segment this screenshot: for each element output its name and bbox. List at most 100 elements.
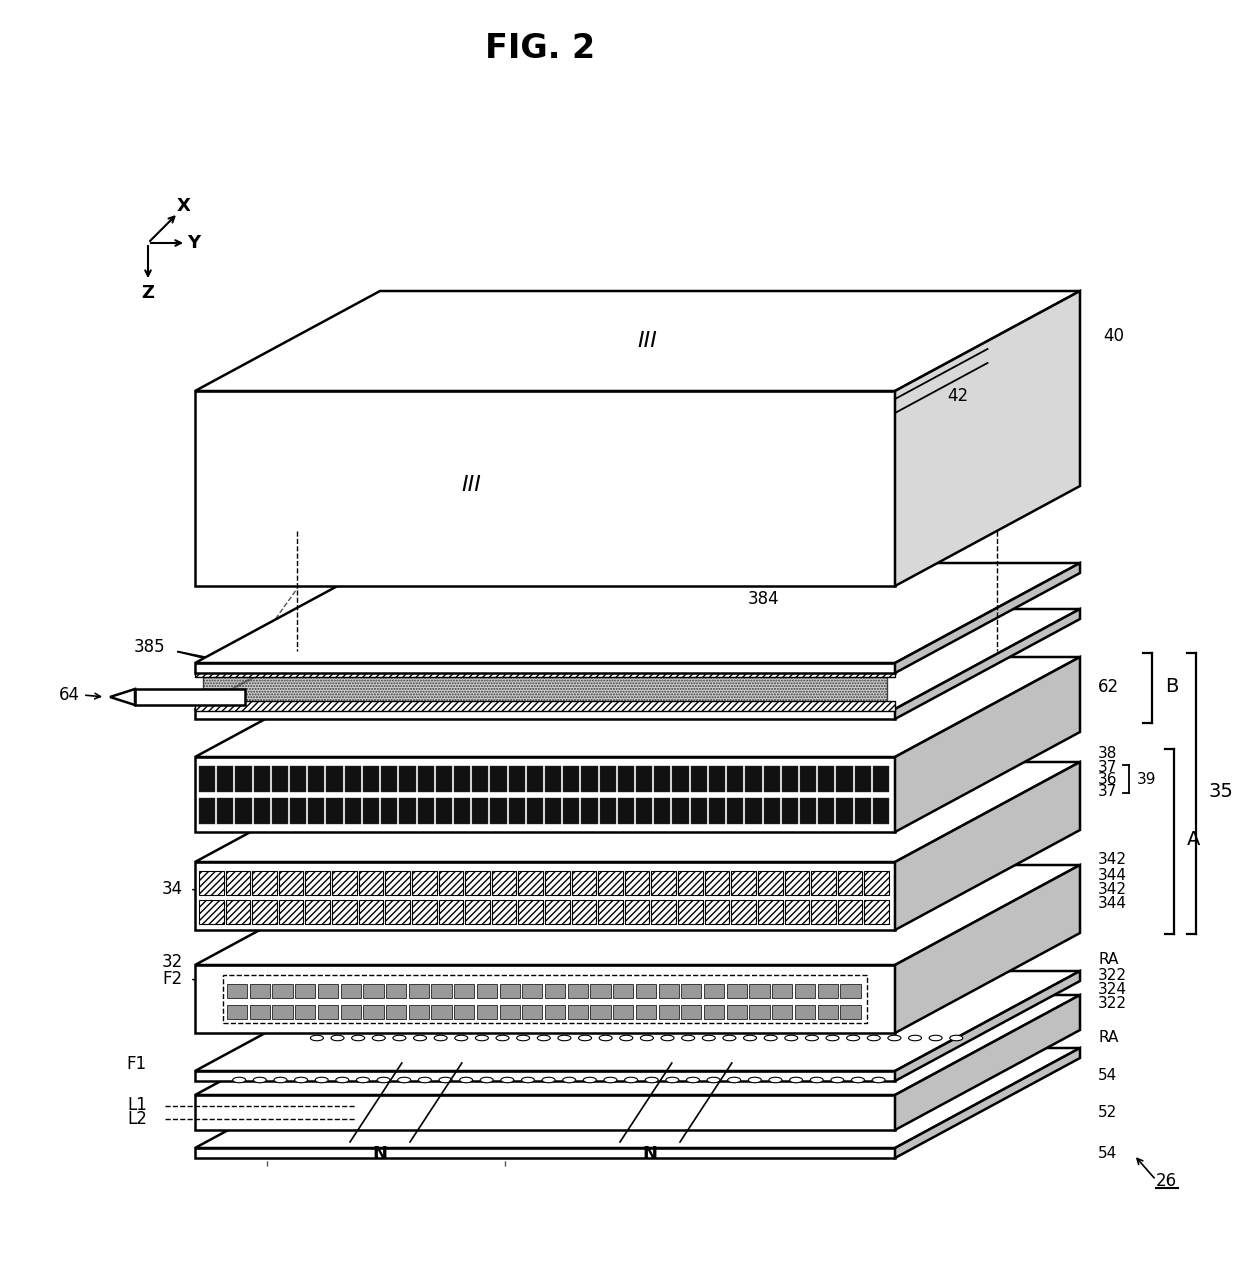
Bar bbox=[841, 1005, 861, 1019]
Bar bbox=[412, 871, 436, 895]
Ellipse shape bbox=[728, 1077, 740, 1082]
Bar bbox=[236, 767, 252, 792]
Bar bbox=[254, 798, 270, 823]
Bar bbox=[358, 871, 383, 895]
Bar bbox=[568, 984, 588, 998]
Ellipse shape bbox=[744, 1036, 756, 1041]
Ellipse shape bbox=[909, 1036, 921, 1041]
Polygon shape bbox=[195, 1095, 895, 1130]
Ellipse shape bbox=[826, 1036, 839, 1041]
Polygon shape bbox=[895, 865, 1080, 1033]
Bar bbox=[546, 767, 562, 792]
Ellipse shape bbox=[315, 1077, 329, 1082]
Ellipse shape bbox=[253, 1077, 267, 1082]
Ellipse shape bbox=[439, 1077, 451, 1082]
Polygon shape bbox=[195, 1148, 895, 1158]
Bar bbox=[546, 1005, 565, 1019]
Ellipse shape bbox=[847, 1036, 859, 1041]
Bar bbox=[727, 984, 746, 998]
Text: 322: 322 bbox=[1097, 995, 1127, 1010]
Bar bbox=[732, 871, 756, 895]
Bar bbox=[386, 901, 410, 925]
Bar bbox=[749, 1005, 770, 1019]
Text: 40: 40 bbox=[1104, 327, 1123, 345]
Ellipse shape bbox=[929, 1036, 942, 1041]
Bar bbox=[518, 871, 543, 895]
Bar bbox=[817, 1005, 838, 1019]
Bar bbox=[326, 798, 342, 823]
Bar bbox=[781, 767, 799, 792]
Bar bbox=[681, 1005, 702, 1019]
Bar bbox=[490, 798, 507, 823]
Ellipse shape bbox=[640, 1036, 653, 1041]
Bar bbox=[773, 1005, 792, 1019]
Bar bbox=[636, 1005, 656, 1019]
Polygon shape bbox=[195, 701, 895, 711]
Bar bbox=[500, 984, 520, 998]
Bar bbox=[818, 798, 835, 823]
Bar bbox=[252, 871, 277, 895]
Bar bbox=[363, 984, 383, 998]
Bar bbox=[341, 984, 361, 998]
Bar bbox=[381, 767, 397, 792]
Bar bbox=[590, 984, 610, 998]
Bar bbox=[764, 767, 780, 792]
Bar bbox=[546, 871, 569, 895]
Bar bbox=[227, 1005, 247, 1019]
Bar bbox=[386, 1005, 407, 1019]
Ellipse shape bbox=[645, 1077, 658, 1082]
Bar bbox=[764, 798, 780, 823]
Bar bbox=[217, 767, 233, 792]
Text: 344: 344 bbox=[1097, 869, 1127, 884]
Bar bbox=[290, 798, 306, 823]
Bar bbox=[546, 798, 562, 823]
Polygon shape bbox=[195, 657, 1080, 757]
Ellipse shape bbox=[707, 1077, 720, 1082]
Polygon shape bbox=[195, 609, 1080, 709]
Text: 26: 26 bbox=[1156, 1172, 1177, 1190]
Bar bbox=[465, 871, 490, 895]
Ellipse shape bbox=[666, 1077, 678, 1082]
Bar bbox=[249, 1005, 270, 1019]
Bar bbox=[198, 798, 216, 823]
Bar bbox=[795, 1005, 815, 1019]
Bar bbox=[785, 871, 810, 895]
Bar bbox=[249, 984, 270, 998]
Bar bbox=[745, 767, 761, 792]
Text: Y: Y bbox=[187, 234, 201, 253]
Bar bbox=[472, 767, 489, 792]
Ellipse shape bbox=[455, 1036, 467, 1041]
Bar bbox=[613, 984, 634, 998]
Bar bbox=[198, 767, 216, 792]
Bar bbox=[272, 798, 288, 823]
Bar bbox=[279, 871, 304, 895]
Bar bbox=[795, 984, 815, 998]
Bar bbox=[345, 767, 361, 792]
Text: 342: 342 bbox=[1097, 883, 1127, 898]
Ellipse shape bbox=[434, 1036, 448, 1041]
Ellipse shape bbox=[583, 1077, 596, 1082]
Ellipse shape bbox=[310, 1036, 324, 1041]
Bar bbox=[273, 984, 293, 998]
Polygon shape bbox=[895, 995, 1080, 1130]
Bar bbox=[854, 767, 870, 792]
Text: III: III bbox=[637, 331, 657, 351]
Polygon shape bbox=[895, 657, 1080, 832]
Bar bbox=[841, 984, 861, 998]
Bar bbox=[409, 1005, 429, 1019]
Bar bbox=[672, 767, 688, 792]
Ellipse shape bbox=[810, 1077, 823, 1082]
Bar bbox=[492, 901, 516, 925]
Ellipse shape bbox=[764, 1036, 777, 1041]
Bar bbox=[363, 798, 379, 823]
Text: X: X bbox=[177, 197, 191, 215]
Bar bbox=[477, 1005, 497, 1019]
Bar bbox=[332, 871, 357, 895]
Bar bbox=[854, 798, 870, 823]
Bar bbox=[358, 901, 383, 925]
Text: 34: 34 bbox=[162, 880, 184, 898]
Polygon shape bbox=[195, 667, 895, 677]
Bar bbox=[582, 767, 598, 792]
Bar bbox=[290, 767, 306, 792]
Polygon shape bbox=[895, 762, 1080, 930]
